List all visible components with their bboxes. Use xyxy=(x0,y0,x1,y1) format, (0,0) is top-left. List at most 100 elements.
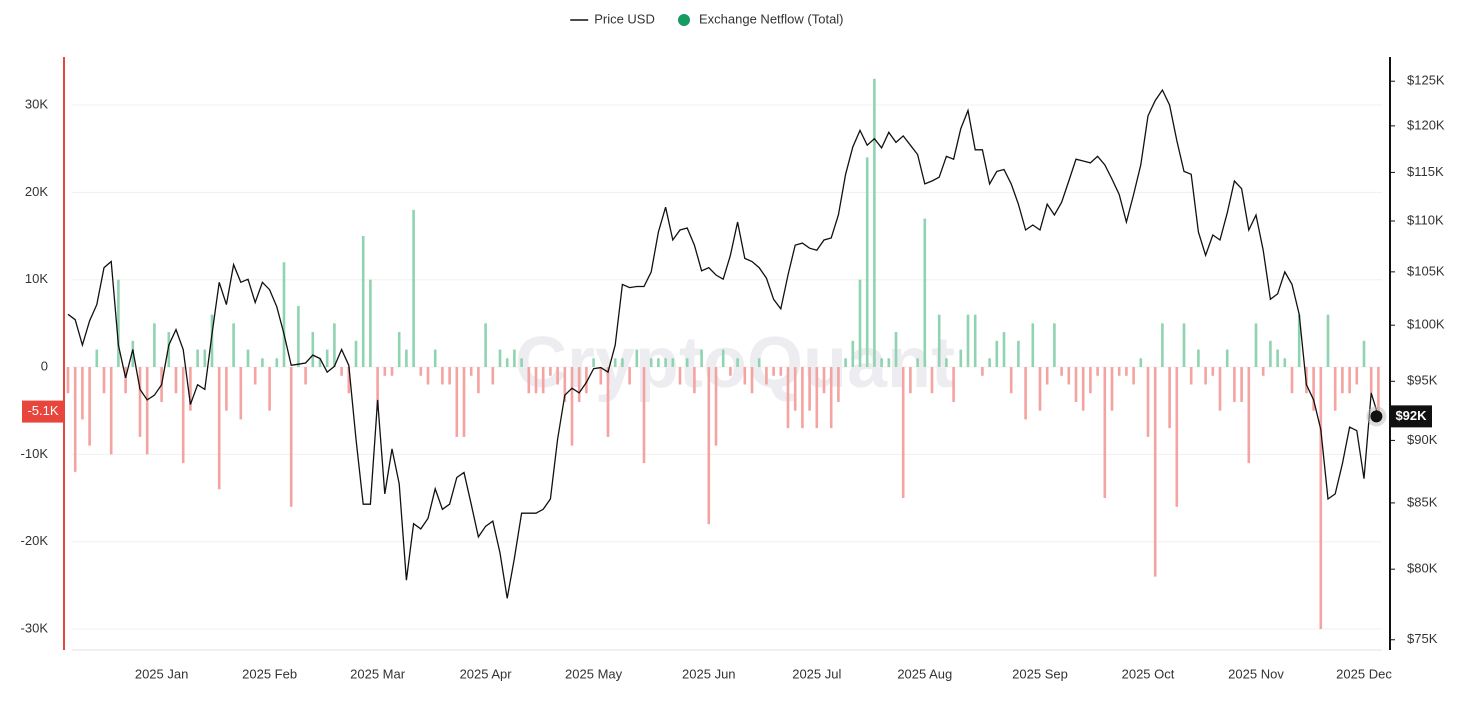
bar xyxy=(102,367,106,394)
bar xyxy=(1002,332,1006,368)
y-tick-label: 0 xyxy=(41,358,48,373)
bar xyxy=(390,367,394,376)
bar xyxy=(419,367,423,376)
bar xyxy=(246,349,250,368)
bar xyxy=(858,279,862,368)
bar xyxy=(865,157,869,368)
bar xyxy=(707,367,711,525)
bar xyxy=(124,367,127,394)
bar xyxy=(1161,323,1164,368)
bar xyxy=(621,358,624,368)
bar xyxy=(973,314,977,368)
x-tick-label: 2025 Feb xyxy=(242,666,297,681)
annotation-box xyxy=(1390,405,1432,428)
bar xyxy=(347,367,351,394)
bar xyxy=(678,367,682,385)
bar xyxy=(988,358,991,368)
bar xyxy=(1261,367,1265,376)
bar xyxy=(131,340,135,368)
bar xyxy=(66,367,70,394)
bar xyxy=(1297,314,1301,368)
bar xyxy=(1326,314,1330,368)
bar xyxy=(1312,367,1315,411)
bar xyxy=(1031,323,1035,368)
bar xyxy=(448,367,451,385)
bar xyxy=(232,323,235,368)
bar xyxy=(1348,367,1351,394)
bar xyxy=(1117,367,1121,376)
bar xyxy=(520,358,523,368)
annotation-label: $92K xyxy=(1395,408,1427,423)
y2-tick-label: $110K xyxy=(1407,212,1444,227)
bar xyxy=(693,367,696,394)
bar xyxy=(887,358,891,368)
bar xyxy=(1009,367,1013,394)
bar xyxy=(1168,367,1171,429)
bar xyxy=(1233,367,1236,402)
bar xyxy=(916,358,919,368)
bar xyxy=(1211,367,1215,376)
bar xyxy=(174,367,178,394)
legend-label: Price USD xyxy=(594,11,655,26)
bar xyxy=(1089,367,1092,394)
bar xyxy=(333,323,336,368)
bar xyxy=(527,367,531,394)
bar xyxy=(570,367,574,446)
bar xyxy=(822,367,826,394)
bar xyxy=(815,367,819,429)
y2-tick-label: $115K xyxy=(1407,164,1444,179)
x-tick-label: 2025 Mar xyxy=(350,666,406,681)
bar xyxy=(117,279,120,368)
bar xyxy=(1225,349,1229,368)
y2-tick-label: $90K xyxy=(1407,432,1438,447)
bar xyxy=(491,367,495,385)
bar xyxy=(945,358,948,368)
bar xyxy=(1197,349,1200,368)
bar xyxy=(959,349,963,368)
y2-tick-label: $80K xyxy=(1407,561,1438,576)
bar xyxy=(1319,367,1323,630)
bar xyxy=(1110,367,1114,411)
bar xyxy=(765,367,768,385)
bar xyxy=(1081,367,1085,411)
bar xyxy=(1125,367,1128,376)
bar xyxy=(1060,367,1063,376)
bar xyxy=(937,314,941,368)
bar xyxy=(541,367,545,394)
bar xyxy=(995,340,999,368)
bar xyxy=(736,358,739,368)
bar xyxy=(261,358,264,368)
x-tick-label: 2025 May xyxy=(565,666,623,681)
bar xyxy=(109,367,113,455)
x-tick-label: 2025 Apr xyxy=(460,666,513,681)
y-tick-label: 30K xyxy=(25,96,48,111)
bar xyxy=(1290,367,1294,394)
bar xyxy=(930,367,934,394)
bar xyxy=(88,367,91,446)
bar xyxy=(1146,367,1150,437)
y-tick-label: -30K xyxy=(21,620,49,635)
bar xyxy=(642,367,646,464)
bar xyxy=(981,367,984,376)
bar xyxy=(95,349,99,368)
bar xyxy=(851,340,855,368)
bar xyxy=(844,358,847,368)
bar xyxy=(649,358,653,368)
bar xyxy=(383,367,387,376)
bar xyxy=(729,367,732,376)
bar xyxy=(138,367,142,437)
bar xyxy=(1204,367,1207,385)
x-tick-label: 2025 Nov xyxy=(1228,666,1284,681)
bar xyxy=(750,367,754,394)
bar xyxy=(455,367,459,437)
x-tick-label: 2025 Sep xyxy=(1012,666,1068,681)
bar xyxy=(325,349,329,368)
bar xyxy=(376,367,379,411)
y2-tick-label: $120K xyxy=(1407,117,1445,132)
bar xyxy=(189,367,192,411)
y-tick-label: -10K xyxy=(21,446,49,461)
bar xyxy=(1132,367,1135,385)
bar xyxy=(671,358,675,368)
bar xyxy=(1074,367,1078,402)
